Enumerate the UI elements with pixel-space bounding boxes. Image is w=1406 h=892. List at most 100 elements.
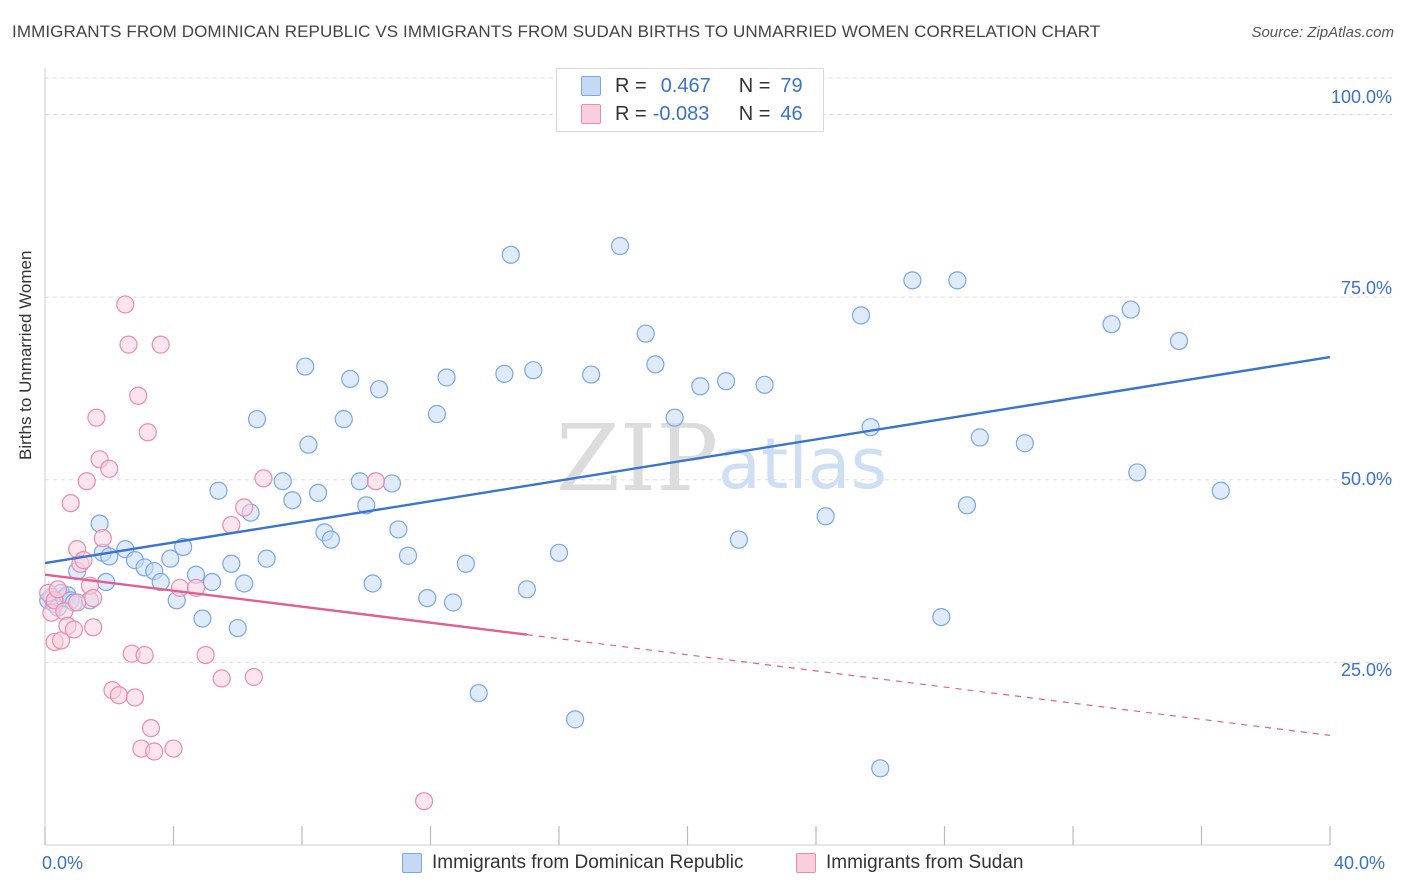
series-sudan [39, 295, 434, 811]
x-tick-label: 40.0% [1334, 853, 1386, 873]
series-dominican-republic [39, 236, 1230, 778]
data-point [247, 410, 267, 429]
correlation-legend: R = 0.467 N = 79 R = -0.083 N = 46 [556, 68, 824, 132]
legend-n-label: N = [738, 102, 771, 125]
data-point [871, 759, 890, 778]
bottom-legend-swatch-blue [402, 853, 422, 873]
data-point [456, 554, 475, 573]
data-point [222, 554, 241, 573]
data-point [273, 472, 292, 491]
data-point [524, 361, 543, 380]
data-point [443, 593, 463, 612]
legend-n-label: N = [738, 74, 771, 97]
y-tick-label: 75.0% [1340, 278, 1392, 298]
data-point [1121, 300, 1140, 319]
watermark-atlas: atlas [718, 423, 887, 505]
legend-r-label: R = [615, 74, 647, 97]
data-point [254, 469, 273, 488]
legend-row-sudan: R = -0.083 N = 46 [581, 101, 803, 127]
legend-swatch-pink [581, 104, 601, 124]
data-point [1169, 331, 1189, 351]
data-point [119, 335, 138, 354]
data-point [61, 494, 80, 513]
data-point [427, 404, 447, 424]
data-point [48, 580, 67, 599]
data-point [665, 408, 684, 427]
data-point [334, 410, 353, 429]
watermark: ZIP atlas [556, 405, 887, 512]
data-point [948, 271, 967, 290]
data-point [636, 324, 655, 343]
data-point [517, 580, 536, 599]
data-point [170, 578, 190, 597]
data-point [209, 481, 228, 500]
y-tick-label: 100.0% [1330, 87, 1392, 107]
data-point [357, 496, 376, 515]
data-point [145, 742, 164, 761]
data-point [299, 435, 318, 454]
data-point [129, 386, 148, 405]
data-point [861, 418, 880, 437]
x-tick-label: 0.0% [42, 853, 84, 873]
data-point [549, 543, 569, 562]
legend-r-value: 0.467 [660, 74, 711, 97]
data-point [1211, 481, 1230, 500]
data-point [202, 572, 222, 592]
data-point [970, 428, 989, 447]
data-point [1102, 315, 1121, 334]
data-point [151, 572, 170, 592]
data-point [370, 380, 389, 399]
trend-line-sudan [44, 573, 528, 636]
data-point [135, 645, 154, 665]
data-point [350, 472, 369, 491]
data-point [691, 377, 710, 396]
data-point [77, 472, 96, 491]
data-point [196, 645, 215, 665]
legend-r-label: R = [615, 102, 647, 125]
data-point [469, 683, 488, 703]
data-point [382, 474, 402, 493]
gridlines [45, 77, 1392, 663]
data-point [582, 365, 601, 384]
data-point [610, 236, 630, 256]
data-point [161, 549, 180, 568]
data-point [755, 375, 774, 394]
bottom-legend-swatch-pink [796, 853, 816, 873]
data-point [501, 245, 520, 264]
data-point [437, 368, 456, 387]
data-point [957, 496, 977, 515]
data-point [932, 607, 951, 627]
y-tick-label: 25.0% [1340, 660, 1392, 680]
data-point [283, 491, 302, 510]
bottom-legend-dominican: Immigrants from Dominican Republic [402, 852, 744, 874]
bottom-legend-label: Immigrants from Dominican Republic [432, 852, 744, 873]
data-point [398, 546, 418, 565]
data-point [903, 271, 922, 290]
trend-line-sudan-extrapolated [526, 634, 1331, 737]
bottom-legend-sudan: Immigrants from Sudan [796, 852, 1023, 874]
data-point [87, 408, 106, 427]
data-point [74, 551, 93, 570]
y-tick-label: 50.0% [1340, 469, 1392, 489]
data-point [138, 423, 157, 442]
data-point [151, 335, 170, 354]
data-point [212, 669, 231, 688]
data-point [141, 719, 161, 738]
data-point [851, 306, 871, 325]
y-axis-label: Births to Unmarried Women [16, 250, 35, 460]
data-point [296, 357, 315, 376]
legend-n-value: 79 [780, 74, 803, 97]
data-point [1128, 463, 1147, 482]
data-point [363, 574, 382, 593]
data-point [193, 609, 212, 628]
data-point [1015, 434, 1034, 453]
data-point [84, 588, 103, 608]
data-point [495, 364, 514, 383]
data-point [646, 355, 665, 374]
data-point [729, 530, 749, 549]
legend-row-dominican: R = 0.467 N = 79 [581, 73, 803, 99]
data-point [308, 483, 328, 503]
data-point [565, 710, 585, 729]
data-point [125, 688, 145, 707]
